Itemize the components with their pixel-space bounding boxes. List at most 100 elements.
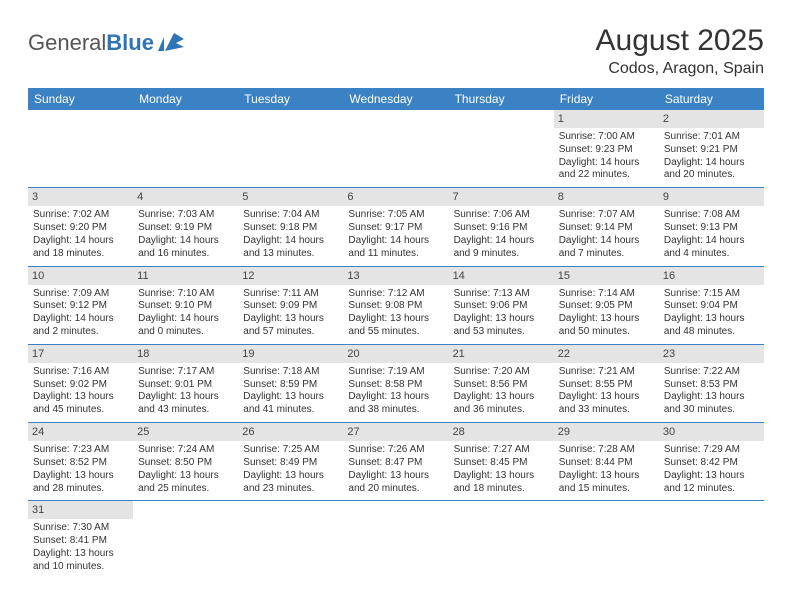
weekday-header: Sunday [28,88,133,110]
daylight-line: Daylight: 13 hours and 10 minutes. [33,548,128,574]
calendar-row: 3Sunrise: 7:02 AMSunset: 9:20 PMDaylight… [28,188,764,266]
sunset-line: Sunset: 9:18 PM [243,222,338,235]
sunrise-line: Sunrise: 7:23 AM [33,444,128,457]
calendar-cell: 27Sunrise: 7:26 AMSunset: 8:47 PMDayligh… [343,423,448,501]
day-number: 25 [133,423,238,441]
day-number: 15 [554,267,659,285]
day-number: 20 [343,345,448,363]
day-number: 12 [238,267,343,285]
sunrise-line: Sunrise: 7:13 AM [454,288,549,301]
sunrise-line: Sunrise: 7:24 AM [138,444,233,457]
calendar-table: SundayMondayTuesdayWednesdayThursdayFrid… [28,88,764,579]
day-number: 6 [343,188,448,206]
sunset-line: Sunset: 8:42 PM [664,457,759,470]
weekday-header: Thursday [449,88,554,110]
calendar-cell: 3Sunrise: 7:02 AMSunset: 9:20 PMDaylight… [28,188,133,266]
calendar-cell: 1Sunrise: 7:00 AMSunset: 9:23 PMDaylight… [554,110,659,188]
sunset-line: Sunset: 9:10 PM [138,300,233,313]
sunset-line: Sunset: 9:14 PM [559,222,654,235]
sunrise-line: Sunrise: 7:15 AM [664,288,759,301]
daylight-line: Daylight: 14 hours and 2 minutes. [33,313,128,339]
sunset-line: Sunset: 9:04 PM [664,300,759,313]
sunset-line: Sunset: 8:59 PM [243,379,338,392]
day-number: 13 [343,267,448,285]
daylight-line: Daylight: 14 hours and 11 minutes. [348,235,443,261]
sunrise-line: Sunrise: 7:01 AM [664,131,759,144]
sunset-line: Sunset: 8:53 PM [664,379,759,392]
daylight-line: Daylight: 13 hours and 33 minutes. [559,391,654,417]
sunset-line: Sunset: 9:12 PM [33,300,128,313]
sunrise-line: Sunrise: 7:09 AM [33,288,128,301]
daylight-line: Daylight: 14 hours and 18 minutes. [33,235,128,261]
calendar-cell: 31Sunrise: 7:30 AMSunset: 8:41 PMDayligh… [28,501,133,579]
calendar-cell: 24Sunrise: 7:23 AMSunset: 8:52 PMDayligh… [28,423,133,501]
calendar-cell [554,501,659,579]
calendar-cell: 25Sunrise: 7:24 AMSunset: 8:50 PMDayligh… [133,423,238,501]
daylight-line: Daylight: 13 hours and 48 minutes. [664,313,759,339]
sunset-line: Sunset: 8:55 PM [559,379,654,392]
calendar-cell: 7Sunrise: 7:06 AMSunset: 9:16 PMDaylight… [449,188,554,266]
day-number: 24 [28,423,133,441]
sunrise-line: Sunrise: 7:20 AM [454,366,549,379]
day-number: 16 [659,267,764,285]
sunset-line: Sunset: 8:49 PM [243,457,338,470]
daylight-line: Daylight: 13 hours and 23 minutes. [243,470,338,496]
calendar-cell: 17Sunrise: 7:16 AMSunset: 9:02 PMDayligh… [28,344,133,422]
daylight-line: Daylight: 14 hours and 4 minutes. [664,235,759,261]
daylight-line: Daylight: 14 hours and 13 minutes. [243,235,338,261]
logo-text: GeneralBlue [28,30,154,56]
sunrise-line: Sunrise: 7:21 AM [559,366,654,379]
weekday-header: Wednesday [343,88,448,110]
sunset-line: Sunset: 9:16 PM [454,222,549,235]
calendar-cell: 11Sunrise: 7:10 AMSunset: 9:10 PMDayligh… [133,266,238,344]
day-number: 14 [449,267,554,285]
daylight-line: Daylight: 13 hours and 18 minutes. [454,470,549,496]
day-number: 27 [343,423,448,441]
calendar-row: 17Sunrise: 7:16 AMSunset: 9:02 PMDayligh… [28,344,764,422]
day-number: 10 [28,267,133,285]
calendar-cell [28,110,133,188]
sunrise-line: Sunrise: 7:22 AM [664,366,759,379]
title-block: August 2025 Codos, Aragon, Spain [596,24,764,78]
sunrise-line: Sunrise: 7:06 AM [454,209,549,222]
sunset-line: Sunset: 8:52 PM [33,457,128,470]
daylight-line: Daylight: 14 hours and 9 minutes. [454,235,549,261]
sunrise-line: Sunrise: 7:19 AM [348,366,443,379]
calendar-cell: 28Sunrise: 7:27 AMSunset: 8:45 PMDayligh… [449,423,554,501]
daylight-line: Daylight: 13 hours and 38 minutes. [348,391,443,417]
day-number: 2 [659,110,764,128]
calendar-cell [449,501,554,579]
daylight-line: Daylight: 13 hours and 53 minutes. [454,313,549,339]
day-number: 19 [238,345,343,363]
logo-word1: General [28,30,106,55]
page-header: GeneralBlue August 2025 Codos, Aragon, S… [28,24,764,78]
logo-word2: Blue [106,30,154,55]
daylight-line: Daylight: 14 hours and 7 minutes. [559,235,654,261]
calendar-cell: 9Sunrise: 7:08 AMSunset: 9:13 PMDaylight… [659,188,764,266]
sunrise-line: Sunrise: 7:29 AM [664,444,759,457]
sunrise-line: Sunrise: 7:18 AM [243,366,338,379]
sunset-line: Sunset: 8:56 PM [454,379,549,392]
calendar-cell: 26Sunrise: 7:25 AMSunset: 8:49 PMDayligh… [238,423,343,501]
calendar-cell [238,501,343,579]
sunset-line: Sunset: 8:47 PM [348,457,443,470]
sunrise-line: Sunrise: 7:30 AM [33,522,128,535]
sunset-line: Sunset: 9:09 PM [243,300,338,313]
sunrise-line: Sunrise: 7:08 AM [664,209,759,222]
calendar-cell [238,110,343,188]
daylight-line: Daylight: 13 hours and 43 minutes. [138,391,233,417]
sunrise-line: Sunrise: 7:04 AM [243,209,338,222]
calendar-cell: 8Sunrise: 7:07 AMSunset: 9:14 PMDaylight… [554,188,659,266]
calendar-page: GeneralBlue August 2025 Codos, Aragon, S… [0,0,792,603]
day-number: 30 [659,423,764,441]
daylight-line: Daylight: 13 hours and 30 minutes. [664,391,759,417]
sunrise-line: Sunrise: 7:12 AM [348,288,443,301]
sunrise-line: Sunrise: 7:05 AM [348,209,443,222]
calendar-row: 1Sunrise: 7:00 AMSunset: 9:23 PMDaylight… [28,110,764,188]
day-number: 26 [238,423,343,441]
calendar-cell: 10 Sunrise: 7:09 AMSunset: 9:12 PMDayligh… [28,266,133,344]
sunset-line: Sunset: 9:01 PM [138,379,233,392]
daylight-line: Daylight: 13 hours and 57 minutes. [243,313,338,339]
sunrise-line: Sunrise: 7:14 AM [559,288,654,301]
sunset-line: Sunset: 9:21 PM [664,144,759,157]
